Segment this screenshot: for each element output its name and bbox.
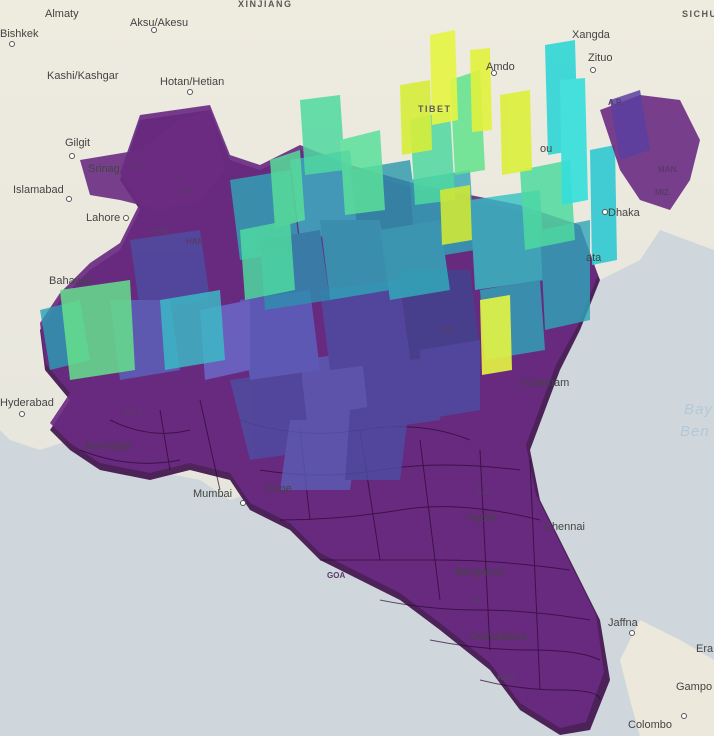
city-dot-jaffna [629,630,635,636]
india-choropleth[interactable] [40,30,700,735]
region-label-sichuan: SICHU [682,9,714,19]
extrusions-mid-high [60,70,575,380]
state-label-miz: MIZ. [655,188,671,197]
state-label-man: MAN. [658,165,678,174]
state-label-hp: H.P. [180,187,195,196]
city-gilgit: Gilgit [65,137,90,149]
state-label-ker: KER. [497,673,516,682]
state-label-ap: A.P. [476,487,491,496]
city-almaty: Almaty [45,8,79,20]
city-mumbai: Mumbai [193,488,232,500]
region-label-tibet: TIBET [418,104,452,114]
extrusions-high [400,30,532,375]
state-label-tn: T.N. [468,597,482,606]
city-hyderabad: Hyderabad [0,397,54,409]
city-hyderabad-in: Hyder [468,512,498,524]
state-label-har: HAR. [186,237,206,246]
city-dot-colombo [681,713,687,719]
land-sri-lanka [620,620,714,736]
city-dot-lahore [123,215,129,221]
city-eravur: Era [696,643,714,655]
city-xangda: Xangda [572,29,611,41]
city-dot-amdo [491,70,497,76]
city-zituo: Zituo [588,52,612,64]
city-visakhapatnam: Vi patnam [520,377,569,389]
city-dot-gilgit [69,153,75,159]
city-dot-bishkek [9,41,15,47]
city-hotan: Hotan/Hetian [160,76,224,88]
city-bengaluru: Bengaluru [455,566,505,578]
city-aksu: Aksu/Akesu [130,17,188,29]
city-chennai: Chennai [544,521,585,533]
city-dot-zituo [590,67,596,73]
sea-label-bay-line2: Ben [680,423,710,440]
state-label-chh: CH. [441,326,455,335]
city-dot-hyderabad [19,411,25,417]
state-label-goa: GOA [327,571,345,580]
city-srinagar: Srinag [88,163,120,175]
city-bishkek: Bishkek [0,28,39,40]
city-dot-dhaka [602,209,608,215]
region-label-xinjiang: XINJIANG [238,0,293,9]
city-kolkata: ata [586,252,602,264]
city-shigatse: ou [540,143,552,155]
city-dot-aksu [151,27,157,33]
city-labels: Almaty Aksu/Akesu Bishkek Kashi/Kashgar … [0,8,714,731]
kashmir-region [80,110,225,210]
state-labels: J.K. H.P. PUN. HAR. GUJ. A.P. GOA KER. M… [124,98,678,682]
state-label-jk: J.K. [130,161,145,170]
city-dot-hotan [187,89,193,95]
state-label-arp: A.P. [608,98,623,107]
city-gampola: Gampo [676,681,712,693]
city-amdo: Amdo [486,61,515,73]
extrusions-cyan-tall [545,40,617,265]
city-dhaka: Dhaka [608,207,641,219]
city-jaffna: Jaffna [608,617,639,629]
northeast-india-columns [610,90,650,160]
sea-label-bay-line1: Bay [684,401,713,418]
city-coimbatore: Coimbatore [470,631,527,643]
city-dot-islamabad [66,196,72,202]
city-kashi: Kashi/Kashgar [47,70,119,82]
city-bahawalpur: Bahawal [49,275,91,287]
city-islamabad: Islamabad [13,184,64,196]
state-label-pun: PUN. [151,227,170,236]
city-pune: Pune [266,483,292,495]
city-lahore: Lahore [86,212,120,224]
city-jamnagar: Jamnagar [83,440,132,452]
city-colombo: Colombo [628,719,672,731]
state-label-guj: GUJ. [124,408,143,417]
city-dot-mumbai [240,500,246,506]
